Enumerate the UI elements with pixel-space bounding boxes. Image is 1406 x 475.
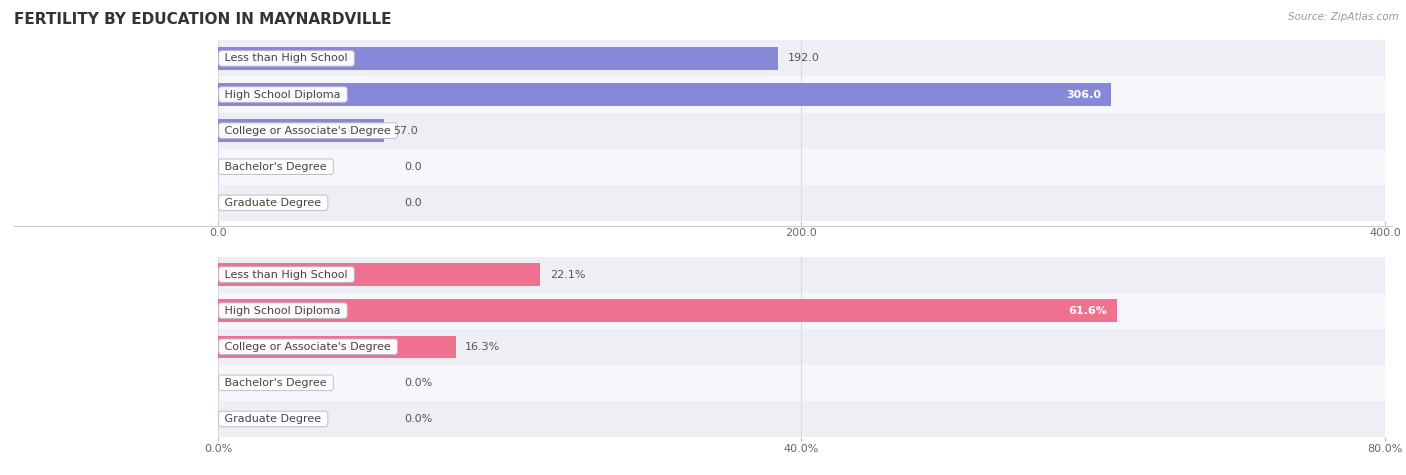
Text: 0.0%: 0.0% [405,414,433,424]
Text: 0.0: 0.0 [405,198,422,208]
Text: 16.3%: 16.3% [465,342,501,352]
Bar [218,149,1385,185]
Text: Bachelor's Degree: Bachelor's Degree [221,162,330,172]
Text: FERTILITY BY EDUCATION IN MAYNARDVILLE: FERTILITY BY EDUCATION IN MAYNARDVILLE [14,12,391,27]
Text: Graduate Degree: Graduate Degree [221,198,325,208]
Bar [218,185,1385,221]
Text: 0.0: 0.0 [405,162,422,172]
Text: Less than High School: Less than High School [221,53,352,64]
Bar [218,76,1385,113]
Bar [218,335,456,358]
Text: 192.0: 192.0 [787,53,820,64]
Text: High School Diploma: High School Diploma [221,305,344,316]
Bar [218,263,540,286]
Bar [218,293,1385,329]
Text: College or Associate's Degree: College or Associate's Degree [221,125,395,136]
Text: 306.0: 306.0 [1066,89,1101,100]
Bar [218,83,1111,106]
Text: Less than High School: Less than High School [221,269,352,280]
Text: 0.0%: 0.0% [405,378,433,388]
Text: Source: ZipAtlas.com: Source: ZipAtlas.com [1288,12,1399,22]
Text: Bachelor's Degree: Bachelor's Degree [221,378,330,388]
Bar [218,119,384,142]
Text: High School Diploma: High School Diploma [221,89,344,100]
Bar [218,299,1116,322]
Bar [218,401,1385,437]
Bar [218,47,778,70]
Text: 61.6%: 61.6% [1069,305,1107,316]
Text: 22.1%: 22.1% [550,269,585,280]
Bar [218,40,1385,76]
Bar [218,365,1385,401]
Text: Graduate Degree: Graduate Degree [221,414,325,424]
Bar [218,329,1385,365]
Text: 57.0: 57.0 [394,125,419,136]
Bar [218,256,1385,293]
Bar [218,113,1385,149]
Text: College or Associate's Degree: College or Associate's Degree [221,342,395,352]
